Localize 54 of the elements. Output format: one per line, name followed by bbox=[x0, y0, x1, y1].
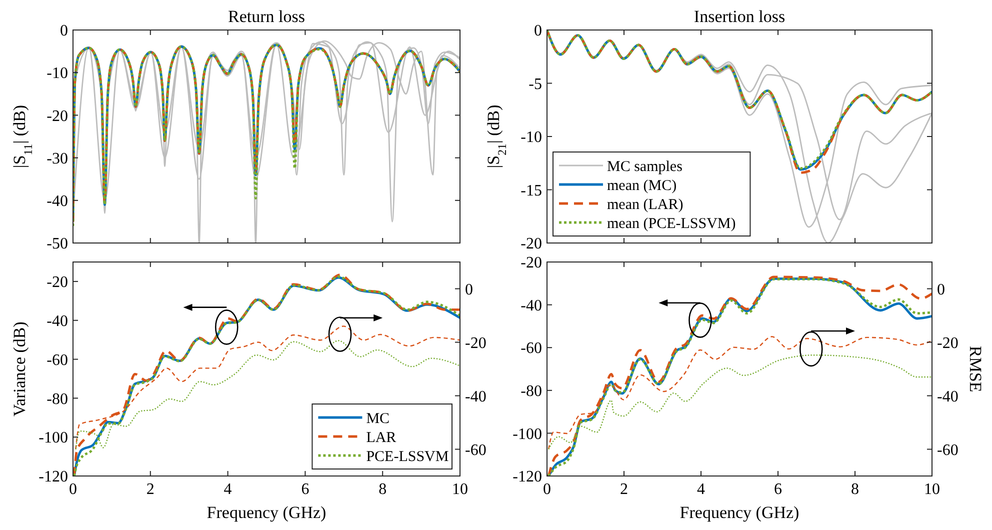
x-tick-label: 10 bbox=[924, 481, 940, 498]
y2-tick-label: -40 bbox=[937, 388, 958, 406]
x-tick-label: 8 bbox=[851, 481, 859, 498]
y-tick-label: -20 bbox=[520, 254, 542, 272]
y-tick-label: -20 bbox=[520, 236, 542, 253]
y-tick-label: -10 bbox=[520, 129, 542, 146]
y2-tick-label: 0 bbox=[465, 281, 473, 298]
y-tick-label: -40 bbox=[520, 297, 542, 314]
y2-tick-label: -60 bbox=[937, 442, 958, 459]
x-tick-label: 2 bbox=[146, 481, 154, 498]
y-tick-label: -60 bbox=[520, 340, 542, 358]
legend-label: LAR bbox=[366, 430, 396, 446]
y-tick-label: -20 bbox=[46, 274, 68, 292]
y-tick-label: -15 bbox=[520, 182, 542, 200]
x-tick-label: 6 bbox=[301, 481, 310, 498]
legend-label: mean (PCE-LSSVM) bbox=[607, 216, 736, 232]
y-tick-label: -120 bbox=[512, 468, 542, 486]
y-tick-label: 0 bbox=[60, 22, 68, 40]
y-tick-label: -10 bbox=[46, 65, 68, 82]
x-axis-title: Frequency (GHz) bbox=[206, 503, 326, 522]
y-tick-label: -50 bbox=[46, 236, 68, 253]
legend-label: MC bbox=[366, 410, 390, 427]
y-tick-label: -120 bbox=[38, 468, 68, 486]
y-tick-label: -5 bbox=[528, 76, 542, 93]
y-tick-label: -80 bbox=[520, 383, 542, 400]
y-tick-label: -40 bbox=[46, 193, 68, 210]
x-tick-label: 8 bbox=[378, 481, 387, 498]
legend-label: PCE-LSSVM bbox=[366, 448, 449, 465]
x-tick-label: 4 bbox=[224, 481, 232, 498]
y-axis-title: Variance (dB) bbox=[10, 322, 29, 416]
y2-tick-label: -20 bbox=[937, 334, 958, 352]
x-tick-label: 10 bbox=[452, 481, 468, 498]
x-tick-label: 2 bbox=[620, 481, 628, 498]
y-tick-label: -40 bbox=[46, 312, 68, 330]
y-tick-label: -100 bbox=[38, 430, 68, 447]
y2-tick-label: -60 bbox=[465, 442, 486, 459]
y-tick-label: -80 bbox=[46, 390, 68, 408]
x-tick-label: 6 bbox=[774, 481, 782, 498]
y-tick-label: 0 bbox=[534, 22, 542, 40]
y-tick-label: -60 bbox=[46, 352, 68, 369]
y2-tick-label: 0 bbox=[937, 281, 945, 298]
y-tick-label: -100 bbox=[512, 426, 542, 443]
y-tick-label: -20 bbox=[46, 108, 68, 125]
y2-tick-label: -20 bbox=[465, 334, 486, 352]
x-tick-label: 4 bbox=[697, 481, 705, 498]
x-axis-title: Frequency (GHz) bbox=[680, 503, 800, 522]
legend-label: MC samples bbox=[607, 158, 683, 175]
y2-tick-label: -40 bbox=[465, 388, 486, 406]
legend-label: mean (LAR) bbox=[607, 196, 684, 213]
chart-title: Return loss bbox=[228, 7, 305, 26]
y2-axis-title: RMSE bbox=[966, 346, 985, 392]
chart-title: Insertion loss bbox=[694, 7, 786, 26]
legend-label: mean (MC) bbox=[607, 178, 677, 194]
y-tick-label: -30 bbox=[46, 150, 68, 168]
